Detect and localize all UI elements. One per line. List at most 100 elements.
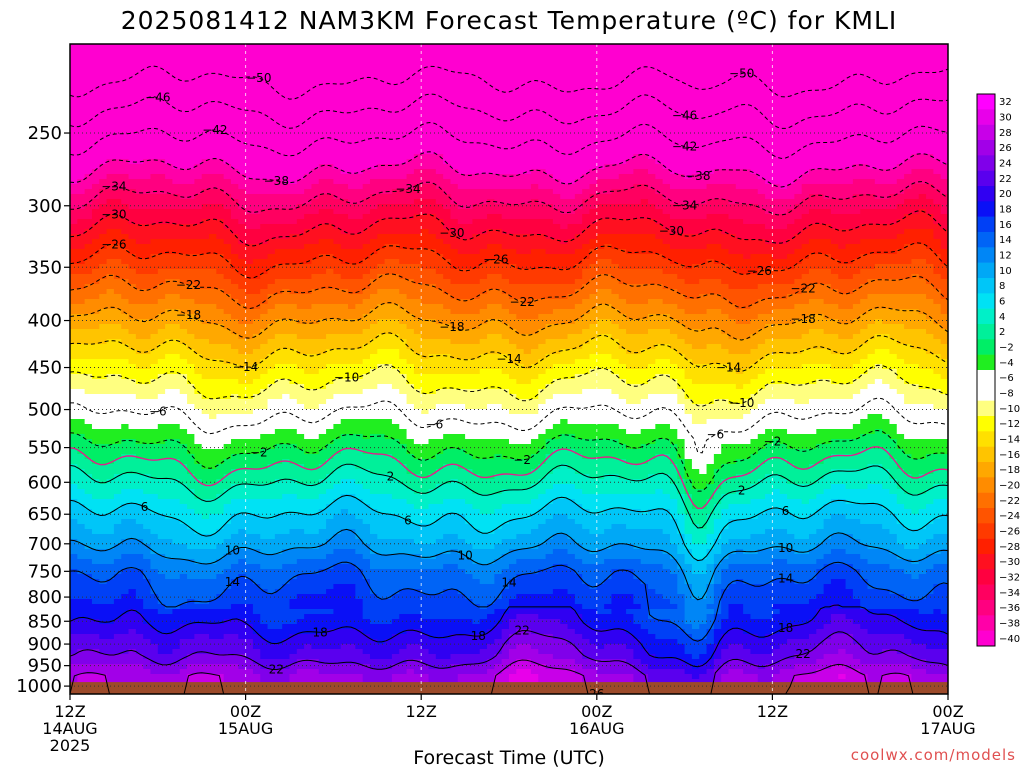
temperature-cell — [465, 224, 474, 230]
temperature-cell — [348, 54, 356, 60]
temperature-cell — [465, 79, 474, 85]
temperature-cell — [179, 109, 188, 115]
temperature-cell — [172, 224, 181, 230]
temperature-cell — [311, 99, 320, 105]
temperature-cell — [823, 204, 832, 210]
temperature-cell — [904, 114, 913, 120]
temperature-cell — [479, 69, 488, 75]
temperature-cell — [252, 114, 261, 120]
temperature-cell — [187, 229, 195, 235]
temperature-cell — [333, 44, 342, 50]
temperature-cell — [567, 84, 576, 90]
temperature-cell — [348, 174, 356, 180]
temperature-cell — [750, 244, 759, 250]
temperature-cell — [889, 209, 898, 215]
temperature-cell — [443, 119, 452, 125]
temperature-cell — [201, 229, 210, 235]
temperature-cell — [421, 184, 430, 190]
temperature-cell — [904, 64, 913, 70]
temperature-cell — [282, 209, 291, 215]
temperature-cell — [860, 94, 869, 100]
temperature-cell — [333, 94, 342, 100]
temperature-cell — [179, 69, 188, 75]
temperature-cell — [413, 184, 422, 190]
temperature-cell — [721, 154, 730, 160]
temperature-cell — [640, 159, 649, 165]
temperature-cell — [252, 234, 261, 240]
temperature-cell — [340, 114, 349, 120]
temperature-cell — [779, 164, 788, 170]
temperature-cell — [443, 169, 452, 175]
temperature-cell — [779, 89, 788, 95]
temperature-cell — [779, 84, 788, 90]
temperature-cell — [691, 189, 700, 195]
temperature-cell — [157, 124, 166, 130]
temperature-cell — [523, 209, 532, 215]
temperature-cell — [355, 184, 364, 190]
temperature-cell — [135, 159, 144, 165]
temperature-cell — [823, 179, 832, 185]
temperature-cell — [721, 109, 730, 115]
temperature-cell — [304, 189, 313, 195]
temperature-cell — [918, 214, 927, 220]
temperature-cell — [479, 109, 488, 115]
temperature-cell — [479, 224, 488, 230]
temperature-cell — [355, 224, 364, 230]
temperature-cell — [516, 174, 525, 180]
temperature-cell — [911, 129, 920, 135]
temperature-cell — [216, 249, 225, 255]
temperature-cell — [333, 84, 342, 90]
temperature-cell — [560, 119, 569, 125]
temperature-cell — [340, 104, 349, 110]
temperature-cell — [896, 169, 905, 175]
temperature-cell — [618, 244, 627, 250]
temperature-cell — [209, 179, 217, 185]
temperature-cell — [874, 209, 883, 215]
temperature-cell — [318, 134, 327, 140]
temperature-cell — [428, 219, 437, 225]
temperature-cell — [230, 79, 239, 85]
temperature-cell — [106, 214, 115, 220]
temperature-cell — [260, 229, 269, 235]
temperature-cell — [70, 134, 78, 140]
temperature-cell — [106, 109, 115, 115]
temperature-cell — [289, 169, 298, 175]
temperature-cell — [274, 104, 283, 110]
temperature-cell — [808, 179, 817, 185]
temperature-cell — [823, 74, 832, 80]
temperature-cell — [765, 89, 773, 95]
temperature-cell — [340, 184, 349, 190]
temperature-cell — [209, 114, 217, 120]
temperature-cell — [655, 239, 664, 245]
temperature-cell — [633, 169, 642, 175]
temperature-cell — [516, 209, 525, 215]
temperature-cell — [691, 204, 700, 210]
temperature-cell — [750, 129, 759, 135]
temperature-cell — [201, 234, 210, 240]
temperature-cell — [106, 129, 115, 135]
temperature-cell — [443, 99, 452, 105]
temperature-cell — [567, 204, 576, 210]
temperature-cell — [860, 64, 869, 70]
temperature-cell — [77, 214, 86, 220]
temperature-cell — [933, 199, 942, 205]
temperature-cell — [355, 154, 364, 160]
temperature-cell — [348, 224, 356, 230]
temperature-cell — [926, 169, 934, 175]
temperature-cell — [428, 179, 437, 185]
temperature-cell — [523, 139, 532, 145]
temperature-cell — [384, 149, 393, 155]
temperature-cell — [552, 114, 561, 120]
temperature-cell — [933, 244, 942, 250]
temperature-cell — [882, 184, 891, 190]
temperature-cell — [779, 49, 788, 55]
temperature-cell — [611, 204, 620, 210]
temperature-cell — [757, 69, 766, 75]
temperature-cell — [494, 144, 503, 150]
temperature-cell — [443, 49, 452, 55]
temperature-cell — [194, 149, 203, 155]
temperature-cell — [238, 149, 247, 155]
temperature-cell — [545, 199, 554, 205]
temperature-cell — [852, 104, 861, 110]
temperature-cell — [538, 189, 547, 195]
